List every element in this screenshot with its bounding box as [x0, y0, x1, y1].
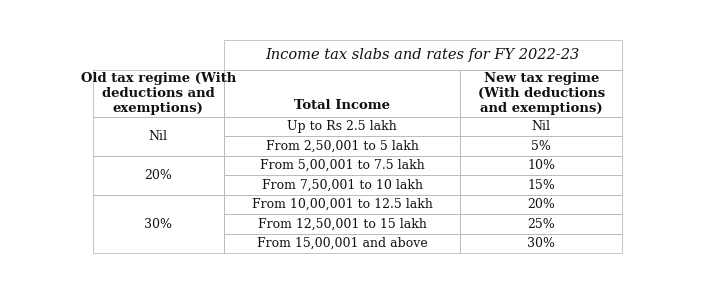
Bar — [224, 175, 460, 195]
Text: From 7,50,001 to 10 lakh: From 7,50,001 to 10 lakh — [262, 179, 423, 192]
Text: New tax regime
(With deductions
and exemptions): New tax regime (With deductions and exem… — [477, 72, 605, 115]
Text: 20%: 20% — [527, 198, 555, 211]
Bar — [93, 69, 224, 117]
Bar — [460, 175, 622, 195]
Text: 5%: 5% — [531, 140, 551, 153]
Text: 30%: 30% — [144, 218, 172, 231]
Bar — [224, 156, 460, 175]
Text: From 15,00,001 and above: From 15,00,001 and above — [257, 237, 427, 250]
Bar — [224, 234, 460, 253]
Bar — [460, 117, 622, 136]
Bar — [93, 117, 224, 156]
Text: Income tax slabs and rates for FY 2022-23: Income tax slabs and rates for FY 2022-2… — [266, 48, 580, 62]
Bar — [460, 195, 622, 214]
Text: 10%: 10% — [527, 159, 555, 172]
Bar — [460, 156, 622, 175]
Text: 30%: 30% — [527, 237, 555, 250]
Text: From 5,00,001 to 7.5 lakh: From 5,00,001 to 7.5 lakh — [260, 159, 424, 172]
Bar — [460, 69, 622, 117]
Text: 25%: 25% — [527, 218, 555, 231]
Text: Total Income: Total Income — [294, 100, 390, 112]
Text: Nil: Nil — [532, 120, 551, 133]
Text: From 12,50,001 to 15 lakh: From 12,50,001 to 15 lakh — [257, 218, 426, 231]
Text: Nil: Nil — [149, 130, 168, 143]
Bar — [460, 234, 622, 253]
Text: Up to Rs 2.5 lakh: Up to Rs 2.5 lakh — [287, 120, 397, 133]
Bar — [224, 214, 460, 234]
Bar — [224, 40, 622, 69]
Bar — [224, 195, 460, 214]
Bar — [93, 156, 224, 195]
Text: From 2,50,001 to 5 lakh: From 2,50,001 to 5 lakh — [265, 140, 418, 153]
Text: Old tax regime (With
deductions and
exemptions): Old tax regime (With deductions and exem… — [81, 72, 236, 115]
Bar — [224, 136, 460, 156]
Bar — [460, 136, 622, 156]
Text: From 10,00,001 to 12.5 lakh: From 10,00,001 to 12.5 lakh — [252, 198, 432, 211]
Text: 15%: 15% — [527, 179, 555, 192]
Bar — [460, 214, 622, 234]
Bar — [224, 69, 460, 117]
Bar — [224, 117, 460, 136]
Bar — [93, 195, 224, 253]
Text: 20%: 20% — [145, 169, 172, 182]
